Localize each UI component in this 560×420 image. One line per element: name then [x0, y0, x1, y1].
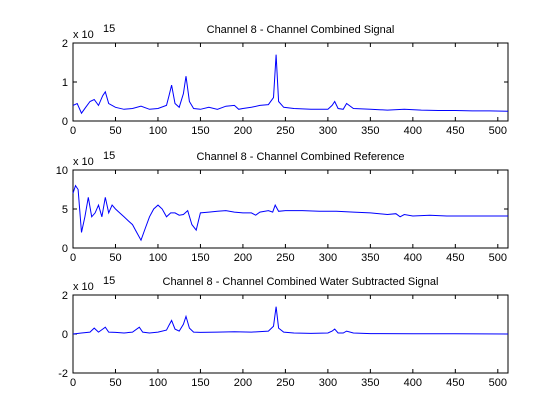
x-tick-label: 500: [489, 377, 507, 389]
x-tick-label: 200: [234, 377, 252, 389]
x-tick-label: 300: [319, 377, 337, 389]
x-tick-label: 150: [191, 125, 209, 137]
y-tick-label: 0: [62, 116, 68, 128]
y-tick-label: 2: [62, 38, 68, 50]
chart-title: Channel 8 - Channel Combined Water Subtr…: [163, 276, 439, 288]
y-exponent: 15: [103, 23, 115, 35]
x-tick-label: 250: [276, 125, 294, 137]
y-tick-label: 5: [62, 204, 68, 216]
y-tick-label: 1: [62, 77, 68, 89]
x-tick-label: 400: [404, 252, 422, 264]
x-tick-label: 100: [149, 377, 167, 389]
plot-area-2: [72, 169, 509, 249]
x-tick-label: 100: [149, 252, 167, 264]
y-tick-label: 10: [56, 165, 68, 177]
x-tick-label: 0: [70, 252, 76, 264]
x-tick-label: 0: [70, 377, 76, 389]
y-tick-label: -2: [58, 368, 68, 380]
x-tick-label: 200: [234, 125, 252, 137]
x-tick-label: 100: [149, 125, 167, 137]
y-exponent-label: x 10: [73, 156, 94, 168]
series-line: [72, 184, 508, 242]
x-tick-label: 50: [109, 377, 121, 389]
x-tick-label: 500: [489, 252, 507, 264]
y-exponent-label: x 10: [73, 29, 94, 41]
x-tick-label: 50: [109, 252, 121, 264]
plot-area-1: [72, 42, 509, 122]
x-tick-label: 200: [234, 252, 252, 264]
x-tick-label: 450: [446, 377, 464, 389]
x-tick-label: 0: [70, 125, 76, 137]
x-tick-label: 150: [191, 377, 209, 389]
x-tick-label: 450: [446, 252, 464, 264]
y-tick-label: 0: [62, 243, 68, 255]
series-line: [72, 54, 509, 115]
x-tick-label: 400: [404, 377, 422, 389]
x-tick-label: 350: [361, 377, 379, 389]
y-tick-label: 0: [62, 329, 68, 341]
x-tick-label: 500: [489, 125, 507, 137]
x-tick-label: 350: [361, 252, 379, 264]
x-tick-label: 400: [404, 125, 422, 137]
y-exponent: 15: [103, 150, 115, 162]
chart-title: Channel 8 - Channel Combined Signal: [207, 24, 395, 36]
chart-title: Channel 8 - Channel Combined Reference: [197, 151, 405, 163]
y-exponent: 15: [103, 275, 115, 287]
x-tick-label: 50: [109, 125, 121, 137]
x-tick-label: 250: [276, 377, 294, 389]
x-tick-label: 250: [276, 252, 294, 264]
y-tick-label: 2: [62, 290, 68, 302]
y-exponent-label: x 10: [73, 281, 94, 293]
series-line: [72, 306, 509, 335]
x-tick-label: 350: [361, 125, 379, 137]
x-tick-label: 450: [446, 125, 464, 137]
x-tick-label: 300: [319, 252, 337, 264]
x-tick-label: 150: [191, 252, 209, 264]
x-tick-label: 300: [319, 125, 337, 137]
